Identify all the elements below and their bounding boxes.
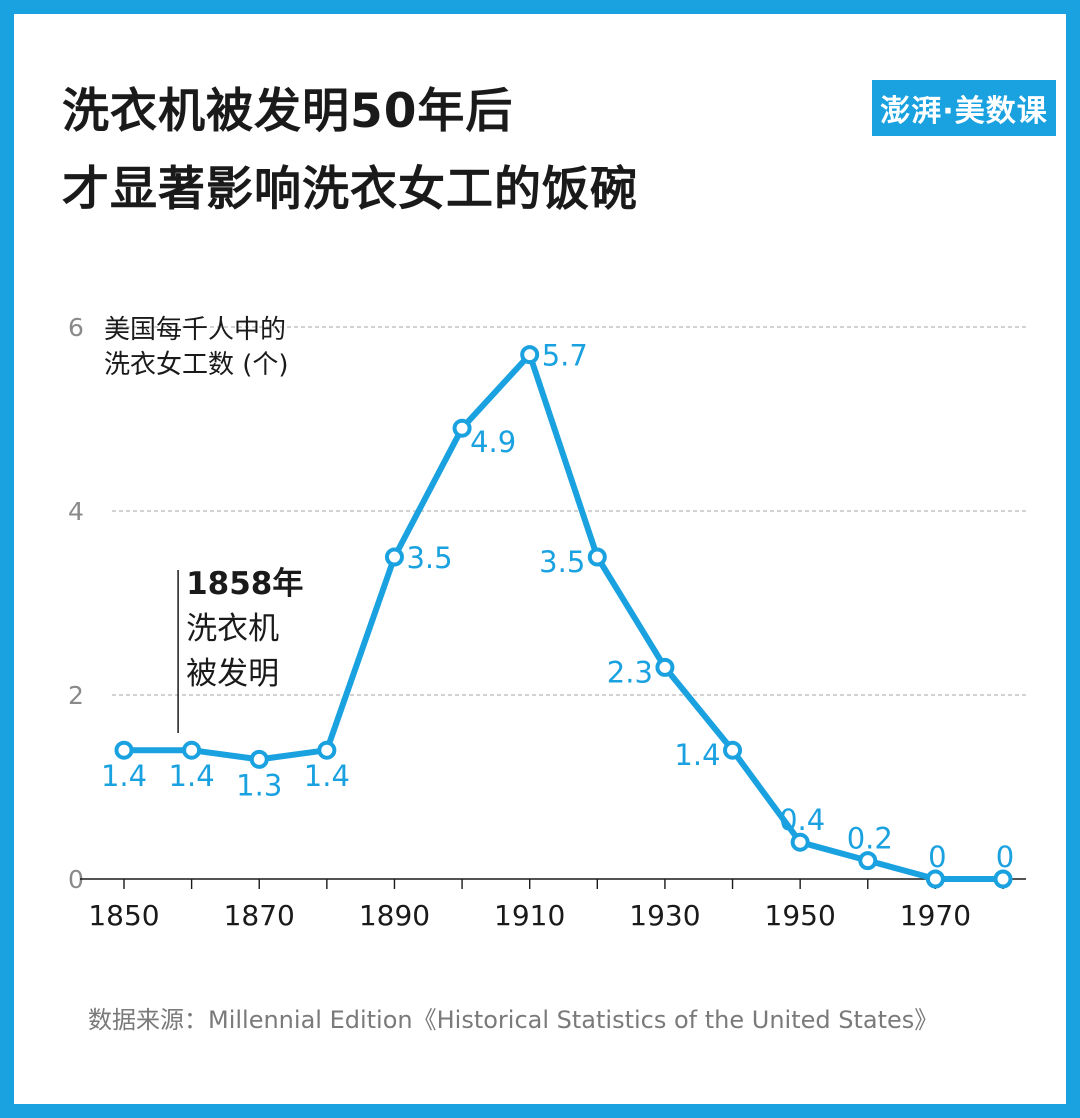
y-axis-label-line-2: 洗衣女工数 (个) [104, 350, 289, 380]
data-label-1880: 1.4 [304, 759, 350, 793]
data-label-1960: 0.2 [847, 822, 893, 856]
title-line-1: 洗衣机被发明50年后 [62, 84, 514, 139]
annotation-text-line-3: 被发明 [186, 656, 279, 692]
y-tick-label-6: 6 [68, 313, 84, 342]
data-label-1970: 0 [928, 840, 946, 874]
data-point-1960 [858, 851, 878, 871]
y-tick-label-4: 4 [68, 497, 84, 526]
x-tick-label-1870: 1870 [224, 899, 295, 932]
data-point-1890 [384, 547, 404, 567]
data-label-1900: 4.9 [470, 425, 516, 459]
data-label-1870: 1.3 [236, 768, 282, 802]
data-point-1870 [249, 749, 269, 769]
data-point-1880 [317, 740, 337, 760]
x-tick-label-1850: 1850 [88, 899, 159, 932]
data-point-1860 [182, 740, 202, 760]
y-tick-label-0: 0 [68, 865, 84, 894]
data-point-1850 [114, 740, 134, 760]
data-label-1850: 1.4 [101, 759, 147, 793]
x-tick-label-1890: 1890 [359, 899, 430, 932]
data-point-1920 [587, 547, 607, 567]
x-tick-label-1950: 1950 [765, 899, 836, 932]
data-point-1910 [520, 345, 540, 365]
data-point-1950 [790, 832, 810, 852]
data-point-1900 [452, 418, 472, 438]
x-tick-label-1930: 1930 [629, 899, 700, 932]
series-line [121, 351, 1006, 882]
annotation-text-line-1: 1858年 [186, 566, 303, 602]
title-line-2: 才显著影响洗衣女工的饭碗 [62, 162, 638, 217]
data-label-1910: 5.7 [542, 339, 588, 373]
y-axis-label-line-1: 美国每千人中的 [104, 315, 286, 345]
data-point-1940 [723, 740, 743, 760]
x-tick-label-1910: 1910 [494, 899, 565, 932]
data-label-1890: 3.5 [406, 541, 452, 575]
y-tick-label-2: 2 [68, 681, 84, 710]
data-label-1860: 1.4 [169, 759, 215, 793]
data-label-1940: 1.4 [674, 738, 720, 772]
data-point-1980 [993, 869, 1013, 889]
source-note: 数据来源：Millennial Edition《Historical Stati… [88, 1006, 939, 1034]
brand-logo: 澎湃·美数课 [872, 80, 1056, 136]
data-point-1930 [655, 657, 675, 677]
data-label-1930: 2.3 [607, 655, 653, 689]
x-tick-label-1970: 1970 [900, 899, 971, 932]
data-label-1950: 0.4 [779, 803, 825, 837]
brand-text: 澎湃·美数课 [880, 94, 1048, 129]
data-label-1920: 3.5 [539, 545, 585, 579]
data-point-1970 [925, 869, 945, 889]
annotation-text-line-2: 洗衣机 [186, 611, 279, 647]
data-label-1980: 0 [996, 840, 1014, 874]
